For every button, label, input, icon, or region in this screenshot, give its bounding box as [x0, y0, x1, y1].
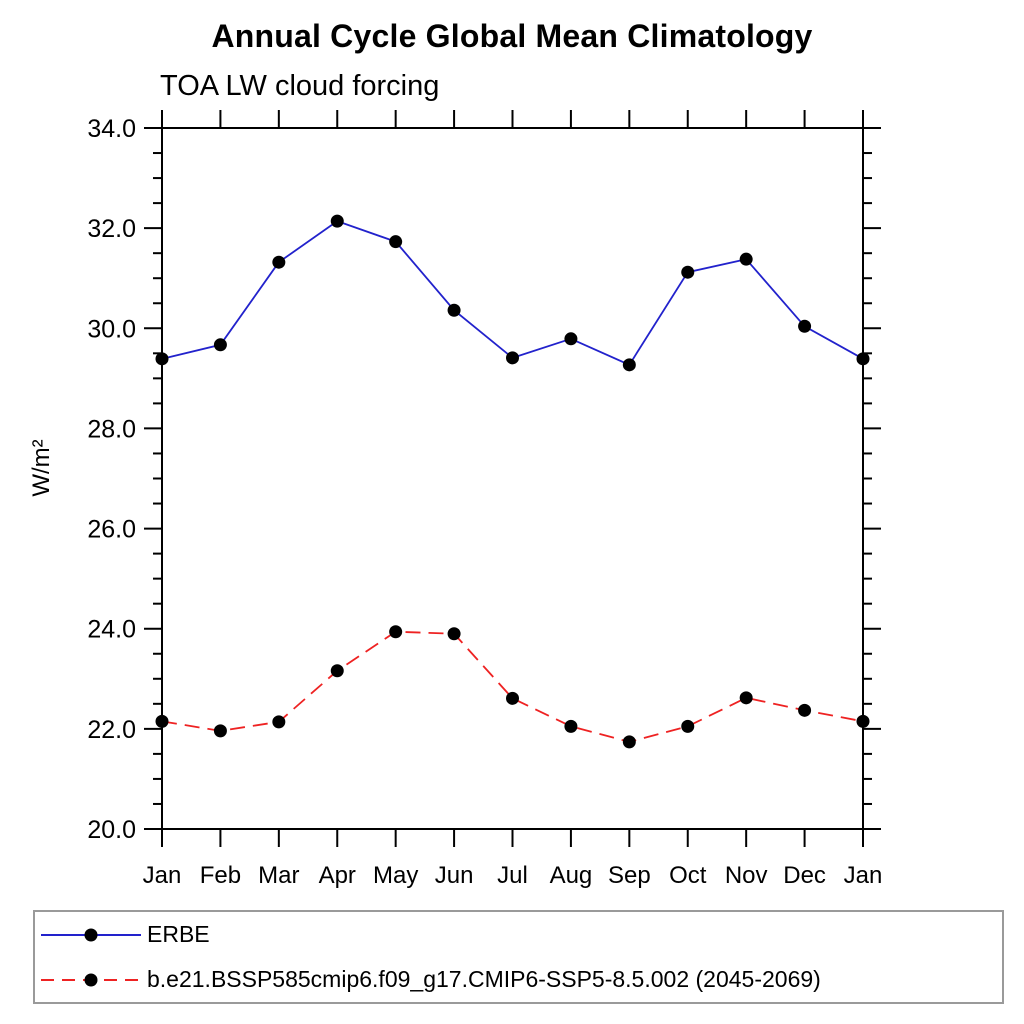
series-1 [155, 625, 870, 749]
x-tick-label: Mar [258, 862, 299, 889]
legend-label-erbe: ERBE [147, 921, 210, 947]
plot-area: 20.0 22.0 24.0 26.0 28.0 30.0 32.0 34.0 Jan Feb Ma… [87, 110, 883, 889]
data-point-marker [447, 303, 461, 317]
data-point-marker [330, 664, 344, 678]
y-tick-label: 24.0 [87, 616, 136, 644]
erbe-line-swatch [41, 928, 141, 941]
plot-subtitle: TOA LW cloud forcing [160, 70, 440, 102]
y-tick-label: 22.0 [87, 716, 136, 744]
data-point-marker [155, 714, 169, 728]
x-axis-ticks: Jan Feb Mar Apr May Jun Jul Aug Sep Oct Nov Dec Jan [143, 110, 883, 889]
data-point-marker [622, 735, 636, 749]
series-line-0 [161, 220, 864, 366]
data-point-marker [506, 691, 519, 705]
data-point-marker [856, 714, 870, 728]
x-tick-label: May [373, 862, 418, 889]
x-tick-label: Sep [608, 862, 651, 889]
data-point-marker [798, 703, 812, 717]
x-tick-label: Feb [200, 862, 241, 889]
data-point-marker [272, 255, 286, 269]
x-tick-label: Jun [435, 862, 474, 889]
x-tick-label: Jan [844, 862, 883, 889]
data-point-marker [622, 358, 636, 372]
data-point-marker [389, 625, 403, 639]
data-point-marker [681, 265, 695, 279]
data-point-marker [389, 235, 403, 249]
data-point-marker [564, 719, 578, 733]
y-tick-label: 34.0 [87, 115, 136, 143]
y-tick-label: 32.0 [87, 215, 136, 243]
data-point-marker [213, 724, 227, 738]
y-tick-label: 26.0 [87, 516, 136, 544]
model-line-swatch [41, 973, 141, 986]
legend-label-model: b.e21.BSSP585cmip6.f09_g17.CMIP6-SSP5-8.… [147, 966, 821, 992]
data-point-marker [213, 338, 227, 352]
data-point-marker [506, 351, 519, 365]
data-point-marker [330, 214, 344, 228]
legend-row-model: b.e21.BSSP585cmip6.f09_g17.CMIP6-SSP5-8.… [35, 959, 1002, 1001]
x-tick-label: Aug [550, 862, 593, 889]
data-point-marker [856, 352, 870, 366]
data-point-marker [155, 352, 169, 366]
data-point-marker [739, 691, 753, 705]
x-tick-label: Oct [669, 862, 707, 889]
series-0 [155, 214, 870, 372]
legend: ERBE b.e21.BSSP585cmip6.f09_g17.CMIP6-SS… [33, 910, 1004, 1004]
series-line-1 [161, 630, 864, 743]
y-tick-label: 28.0 [87, 415, 136, 443]
x-tick-label: Jul [497, 862, 528, 889]
y-tick-label: 30.0 [87, 315, 136, 343]
axis-box [161, 127, 864, 830]
x-tick-label: Dec [783, 862, 826, 889]
x-tick-label: Nov [725, 862, 768, 889]
data-point-marker [272, 715, 286, 729]
data-point-marker [447, 627, 461, 641]
y-axis-ticks: 20.0 22.0 24.0 26.0 28.0 30.0 32.0 34.0 [87, 115, 881, 844]
data-point-marker [564, 332, 578, 346]
legend-row-erbe: ERBE [35, 914, 1002, 956]
data-point-marker [681, 719, 695, 733]
data-point-marker [798, 319, 812, 333]
x-tick-label: Jan [143, 862, 182, 889]
x-tick-label: Apr [319, 862, 356, 889]
data-point-marker [739, 252, 753, 266]
y-tick-label: 20.0 [87, 816, 136, 844]
page-title: Annual Cycle Global Mean Climatology [211, 18, 813, 54]
